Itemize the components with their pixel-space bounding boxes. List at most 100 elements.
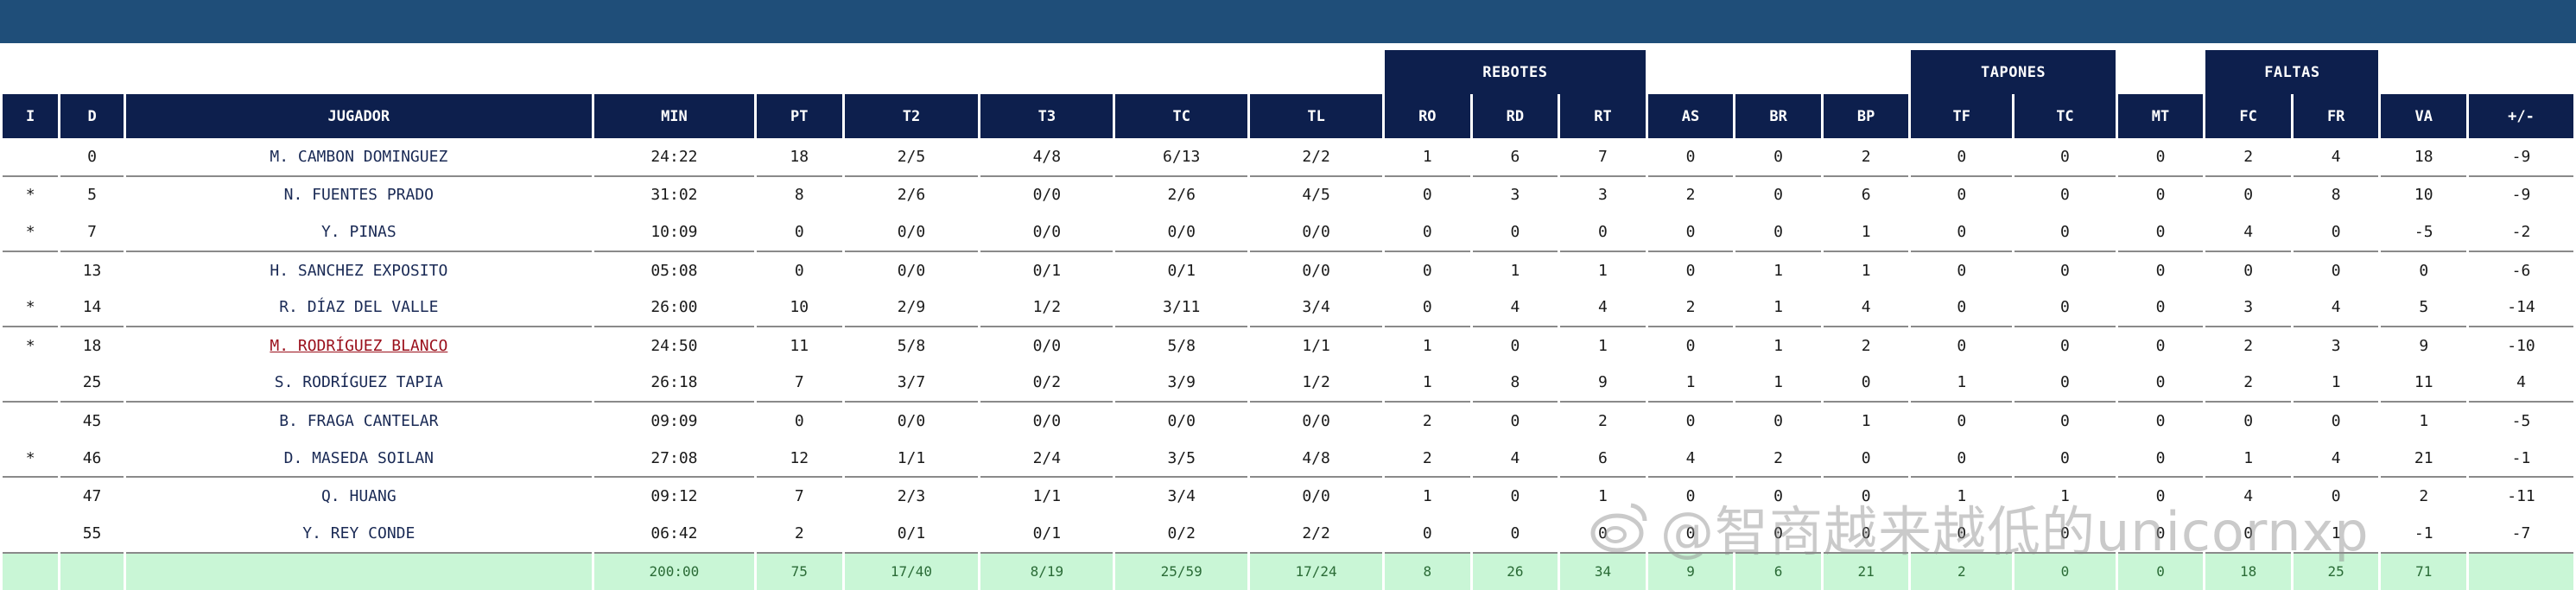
player-row: 0 M. CAMBON DOMINGUEZ 24:22 18 2/5 4/8 6/13 2/2… [3,138,2573,175]
cell-ro: 0 [1385,174,1470,214]
cell-t3: 0/0 [980,325,1114,365]
cell-fr: 8 [2293,174,2379,214]
cell-tf: 0 [1957,448,1967,467]
cell-t2: 0/0 [844,250,979,289]
cell-min: 09:12 [593,476,754,515]
total-t2: 17/40 [844,551,979,590]
cell-pm: -5 [2469,401,2573,440]
cell-va: 0 [2381,250,2467,289]
cell-tf: 1 [1957,373,1967,392]
top-banner [0,0,2576,43]
cell-pt: 18 [790,147,809,166]
total-ro: 8 [1385,551,1470,590]
cell-i: * [25,222,35,241]
cell-tc2: 0 [2060,147,2070,166]
cell-i [3,250,59,289]
cell-t3: 0/0 [980,174,1114,214]
cell-bp: 2 [1861,147,1871,166]
total-d [60,551,124,590]
cell-mt: 0 [2117,174,2204,214]
cell-tl: 1/2 [1302,373,1330,392]
cell-rt: 1 [1560,250,1646,289]
cell-pm: -2 [2511,222,2531,241]
cell-fr: 4 [2331,147,2341,166]
cell-mt: 0 [2117,401,2204,440]
cell-va: 9 [2381,325,2467,365]
cell-t3: 0/1 [980,250,1114,289]
cell-tc2: 0 [2060,222,2070,241]
cell-tc2: 0 [2014,401,2116,440]
cell-rt: 2 [1560,401,1646,440]
cell-mt: 0 [2155,147,2166,166]
player-row: * 5 N. FUENTES PRADO 31:02 8 2/6 0/0 2/6 4/5 0 3 3 2… [3,174,2573,214]
column-header-10: RD [1472,94,1558,138]
cell-bp: 0 [1823,476,1909,515]
cell-tl: 1/1 [1250,325,1383,365]
cell-i [3,365,58,402]
cell-tc2: 0 [2060,523,2070,542]
cell-pm: -1 [2511,448,2531,467]
cell-t3: 0/0 [980,401,1114,440]
cell-rd: 6 [1510,147,1520,166]
cell-rt: 1 [1560,325,1646,365]
cell-pt: 11 [756,325,842,365]
cell-ro: 0 [1422,523,1432,542]
column-header-row: I D JUGADOR MIN PT T2 T3 TC TL RO RD RT AS BR BP TF TC MT… [3,94,2573,138]
cell-d: 18 [60,325,124,365]
column-header-17: MT [2117,94,2204,138]
cell-t2: 0/1 [897,523,926,542]
cell-tc2: 0 [2060,373,2070,392]
cell-rt: 1 [1560,476,1646,515]
cell-fc: 0 [2205,401,2291,440]
cell-as: 0 [1647,250,1734,289]
cell-ro: 0 [1385,250,1470,289]
player-row: 55 Y. REY CONDE 06:42 2 0/1 0/1 0/2 2/2 0 0 0 0 0 0 0 0… [3,515,2573,552]
player-name: Y. PINAS [320,222,397,241]
cell-min: 24:50 [593,325,754,365]
cell-tf: 0 [1957,523,1967,542]
cell-ro: 1 [1385,325,1470,365]
cell-ro: 2 [1422,448,1432,467]
cell-bp: 4 [1861,298,1871,317]
cell-fc: 2 [2205,325,2291,365]
column-header-11: RT [1560,94,1646,138]
column-header-7: TC [1115,94,1248,138]
cell-br: 1 [1773,298,1783,317]
cell-bp: 0 [1861,448,1871,467]
total-tf: 2 [1911,551,2013,590]
total-tc2: 0 [2014,551,2116,590]
cell-t3: 0/2 [1032,373,1062,392]
cell-fr: 4 [2331,448,2341,467]
cell-d: 47 [60,476,124,515]
cell-d: 14 [82,298,102,317]
total-min: 200:00 [593,551,754,590]
cell-min: 31:02 [593,174,754,214]
cell-tc: 0/1 [1115,250,1248,289]
cell-rd: 4 [1510,448,1520,467]
total-as: 9 [1647,551,1734,590]
player-row: * 7 Y. PINAS 10:09 0 0/0 0/0 0/0 0/0 0 0 0 0 0 1 0 0 0 4 0 -… [3,213,2573,251]
cell-t2: 2/3 [844,476,979,515]
cell-pm: -9 [2511,147,2531,166]
player-name: B. FRAGA CANTELAR [125,401,592,440]
cell-bp: 1 [1823,401,1909,440]
player-name-link[interactable]: M. RODRÍGUEZ BLANCO [125,325,592,365]
cell-br: 0 [1773,222,1783,241]
cell-t2: 0/0 [844,401,979,440]
cell-rd: 8 [1510,373,1520,392]
totals-row: 200:00 75 17/40 8/19 25/59 17/24 8 26 34 9 6 21 2 0 0 1… [3,551,2573,590]
cell-tc: 5/8 [1115,325,1248,365]
cell-br: 2 [1773,448,1783,467]
column-header-8: TL [1250,94,1383,138]
cell-ro: 0 [1422,298,1432,317]
cell-tl: 0/0 [1250,401,1383,440]
cell-tc: 0/0 [1115,401,1248,440]
player-name: N. FUENTES PRADO [125,174,592,214]
player-rows: 0 M. CAMBON DOMINGUEZ 24:22 18 2/5 4/8 6/13 2/2… [3,138,2573,552]
cell-min: 27:08 [650,448,698,467]
cell-tc: 6/13 [1163,147,1201,166]
group-rebotes: REBOTES [1385,50,1646,94]
cell-fc: 2 [2243,373,2254,392]
cell-t3: 0/1 [1032,523,1062,542]
cell-va: 11 [2414,373,2433,392]
